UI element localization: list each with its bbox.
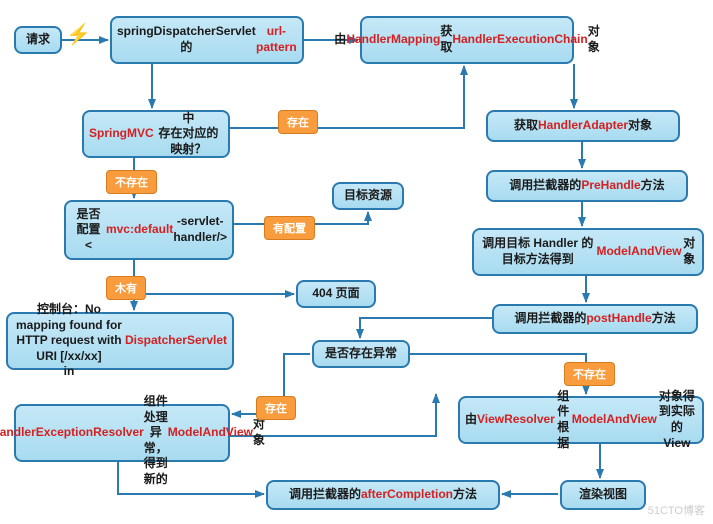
badge-hasConfig: 有配置 [264,216,315,240]
node-hasException: 是否存在异常 [312,340,410,368]
badge-exists1: 存在 [278,110,318,134]
node-defaultServlet: 是否配置<mvc:default-servlet-handler/> [64,200,234,260]
node-console: 控制台：No mapping found forHTTP request wit… [6,312,234,370]
node-handlerAdapter: 获取 HandlerAdapter对象 [486,110,680,142]
node-dispatcher: springDispatcherServlet的 url-pattern [110,16,304,64]
lightning-icon: ⚡ [66,22,91,47]
node-exceptionResolver: 由 HandlerExceptionResolver组件处理异常，得到新的Mod… [14,404,230,462]
watermark: 51CTO博客 [648,502,705,518]
node-page404: 404 页面 [296,280,376,308]
node-renderView: 渲染视图 [560,480,646,510]
badge-noConfig: 木有 [106,276,146,300]
node-targetRes: 目标资源 [332,182,404,210]
edge [360,318,492,338]
edge [134,260,294,294]
edge [118,462,264,494]
node-afterCompletion: 调用拦截器的 afterCompletion方法 [266,480,500,510]
badge-notExists1: 不存在 [106,170,157,194]
node-request: 请求 [14,26,62,54]
node-mappingExists: SpringMVC 中存在对应的映射？ [82,110,230,158]
node-viewResolver: 由 ViewResolver 组件根据ModelAndView 对象得到实际的 … [458,396,704,444]
node-preHandle: 调用拦截器的 PreHandle 方法 [486,170,688,202]
badge-notExists2: 不存在 [564,362,615,386]
edge [230,66,464,128]
node-handlerMapping: 由 HandlerMapping 获取HandlerExecutionChain… [360,16,574,64]
node-invokeHandler: 调用目标 Handler 的目标方法得到ModelAndView 对象 [472,228,704,276]
badge-exists2: 存在 [256,396,296,420]
node-postHandle: 调用拦截器的 postHandle方法 [492,304,698,334]
